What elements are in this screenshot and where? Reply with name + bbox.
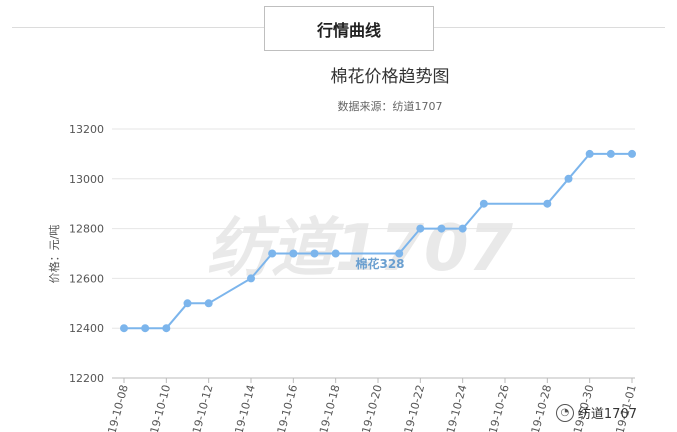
data-point (395, 249, 404, 258)
y-tick-label: 12800 (69, 223, 104, 236)
y-tick-label: 12400 (69, 322, 104, 335)
x-tick-label: 19-10-10 (148, 383, 173, 432)
x-tick-label: 19-10-18 (317, 383, 342, 432)
data-point (479, 199, 488, 208)
data-point (141, 324, 150, 333)
data-point (268, 249, 277, 258)
badge-text: 纺道1707 (577, 407, 637, 422)
source-badge: ◔ 纺道1707 (555, 403, 637, 422)
data-point (416, 224, 425, 233)
data-point (289, 249, 298, 258)
section-title: 行情曲线 (264, 6, 434, 51)
grid-lines (112, 128, 635, 383)
data-point (247, 274, 255, 283)
y-tick-label: 12200 (69, 372, 104, 385)
data-point (162, 324, 171, 333)
data-labels: 棉花328 (355, 256, 404, 271)
data-point (437, 224, 446, 233)
data-point (585, 149, 594, 158)
chart-subtitle: 数据来源：纺道1707 (338, 99, 443, 113)
data-point (331, 249, 340, 258)
x-tick-label: 19-10-16 (275, 383, 300, 432)
y-tick-label: 13200 (69, 123, 104, 136)
series-cotton-328 (120, 149, 636, 333)
y-tick-label: 12600 (69, 272, 104, 285)
data-point (120, 324, 128, 333)
data-point (310, 249, 319, 258)
chart-watermark: 纺道1707 (207, 212, 514, 286)
data-point (564, 174, 573, 183)
data-point (628, 149, 636, 158)
x-tick-label: 19-10-20 (359, 383, 384, 432)
y-tick-labels: 12200 12400 12600 12800 13000 13200 (69, 123, 104, 385)
x-tick-label: 19-10-24 (444, 383, 469, 432)
x-tick-label: 19-10-12 (190, 383, 215, 432)
chart-title: 棉花价格趋势图 (331, 67, 450, 87)
data-point (543, 199, 552, 208)
data-point (183, 299, 192, 308)
y-tick-label: 13000 (69, 173, 104, 186)
data-point (606, 149, 615, 158)
data-point (204, 299, 213, 308)
x-tick-label: 19-10-14 (232, 383, 257, 432)
y-axis-label: 价格：元/吨 (47, 225, 61, 284)
series-data-label: 棉花328 (355, 256, 404, 271)
data-point (458, 224, 467, 233)
x-tick-label: 19-10-26 (486, 383, 511, 432)
x-tick-label: 19-10-28 (529, 383, 554, 432)
x-tick-label: 19-10-08 (105, 383, 130, 432)
wechat-icon: ◔ (555, 403, 574, 422)
x-tick-label: 19-10-22 (402, 383, 427, 432)
